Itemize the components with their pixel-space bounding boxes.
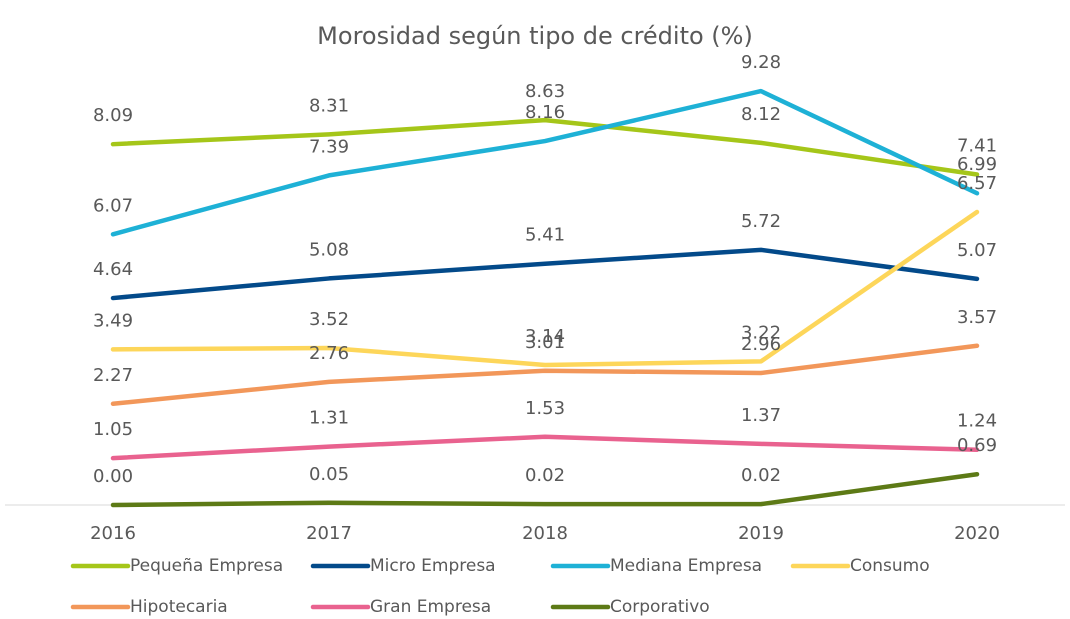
data-label: 1.05 (93, 419, 133, 440)
line-series (110, 247, 980, 301)
data-label: 8.31 (309, 95, 349, 116)
data-label: 2.27 (93, 365, 133, 386)
data-label: 3.57 (957, 307, 997, 328)
x-tick-label: 2018 (522, 523, 568, 544)
data-label: 1.31 (309, 408, 349, 429)
data-label: 6.99 (957, 154, 997, 175)
data-label: 3.14 (525, 326, 565, 347)
data-label: 8.12 (741, 104, 781, 125)
line-series (110, 343, 980, 407)
data-label: 8.63 (525, 81, 565, 102)
data-label: 0.69 (957, 435, 997, 456)
x-tick-label: 2016 (90, 523, 136, 544)
data-label: 5.07 (957, 240, 997, 261)
data-label: 5.72 (741, 211, 781, 232)
data-label: 7.39 (309, 136, 349, 157)
legend-label: Mediana Empresa (610, 556, 762, 576)
data-label: 8.16 (525, 102, 565, 123)
data-label: 3.22 (741, 322, 781, 343)
data-label: 5.08 (309, 239, 349, 260)
line-series (110, 209, 980, 368)
data-label: 9.28 (741, 52, 781, 73)
data-label: 7.41 (957, 136, 997, 157)
data-label: 5.41 (525, 225, 565, 246)
data-label: 6.07 (93, 195, 133, 216)
data-label: 0.02 (525, 465, 565, 486)
data-label: 8.09 (93, 105, 133, 126)
x-tick-label: 2017 (306, 523, 352, 544)
legend-label: Micro Empresa (370, 556, 496, 576)
legend-label: Consumo (850, 556, 930, 576)
legend-label: Hipotecaria (130, 597, 228, 617)
data-label: 0.05 (309, 464, 349, 485)
chart-title: Morosidad según tipo de crédito (%) (317, 22, 753, 50)
x-tick-label: 2019 (738, 523, 784, 544)
line-series (110, 471, 980, 508)
data-label: 4.64 (93, 259, 133, 280)
x-tick-label: 2020 (954, 523, 1000, 544)
data-label: 3.49 (93, 310, 133, 331)
data-label: 0.02 (741, 465, 781, 486)
data-label: 1.24 (957, 411, 997, 432)
legend-label: Pequeña Empresa (130, 556, 283, 576)
line-series (110, 117, 980, 177)
data-label: 3.01 (525, 332, 565, 353)
data-label: 0.00 (93, 466, 133, 487)
data-label: 1.53 (525, 398, 565, 419)
data-label: 1.37 (741, 405, 781, 426)
legend-label: Corporativo (610, 597, 710, 617)
data-label: 6.57 (957, 173, 997, 194)
legend-label: Gran Empresa (370, 597, 491, 617)
data-label: 2.96 (741, 334, 781, 355)
data-label: 3.52 (309, 309, 349, 330)
line-series (110, 88, 980, 237)
line-series (110, 434, 980, 461)
data-label: 2.76 (309, 343, 349, 364)
